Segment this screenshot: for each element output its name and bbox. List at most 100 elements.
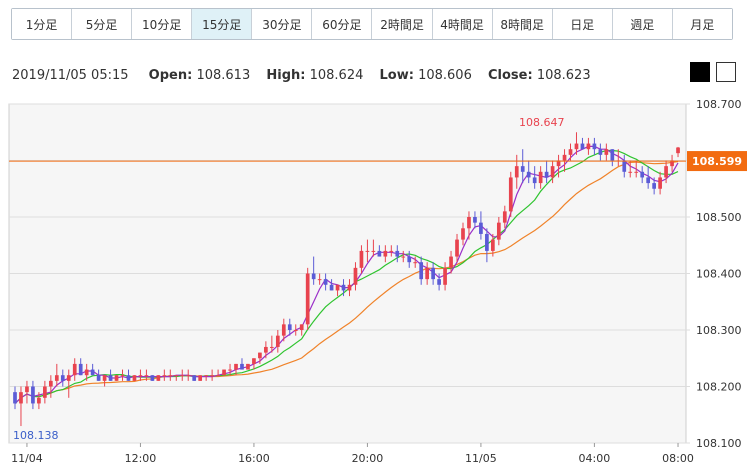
candle-body — [246, 363, 250, 370]
candle-body — [556, 160, 561, 167]
candle-body — [485, 233, 489, 251]
tab-monthly[interactable]: 月足 — [672, 9, 732, 39]
y-tick-label: 108.400 — [696, 268, 742, 281]
candle-body — [652, 183, 656, 189]
candle-body — [341, 284, 346, 291]
candle-body — [281, 324, 286, 336]
timeframe-tabs: 1分足 5分足 10分足 15分足 30分足 60分足 2時間足 4時間足 8時… — [11, 8, 733, 40]
low-label: Low: — [379, 68, 414, 83]
candle-body — [258, 352, 262, 359]
candle-body — [204, 375, 208, 377]
candle-body — [383, 250, 388, 257]
tab-8hour[interactable]: 8時間足 — [492, 9, 553, 39]
x-tick-label: 08:00 — [662, 452, 694, 465]
candle-body — [544, 171, 549, 178]
candle-body — [389, 250, 394, 252]
candle-body — [502, 211, 507, 223]
candle-body — [401, 256, 406, 258]
candle-body — [610, 149, 615, 161]
candle-body — [640, 171, 645, 178]
candle-body — [186, 375, 191, 377]
tab-1min[interactable]: 1分足 — [12, 9, 73, 39]
candle-body — [365, 250, 370, 252]
candle-body — [491, 239, 495, 251]
candle-body — [538, 171, 543, 184]
candle-body — [508, 177, 513, 212]
candle-body — [526, 171, 531, 178]
candle-body — [269, 346, 274, 348]
candle-body — [162, 375, 167, 377]
dark-theme-button[interactable] — [690, 62, 710, 82]
candle-body — [150, 375, 155, 381]
candle-body — [299, 324, 304, 330]
candle-body — [419, 262, 424, 280]
candle-body — [413, 262, 418, 264]
open-value: 108.613 — [196, 68, 251, 83]
ma-mid-line — [14, 149, 679, 404]
candle-body — [347, 284, 352, 291]
tab-5min[interactable]: 5分足 — [72, 9, 133, 39]
candle-body — [156, 375, 161, 381]
candle-body — [275, 335, 280, 347]
tab-weekly[interactable]: 週足 — [612, 9, 673, 39]
candle-body — [479, 222, 483, 234]
tab-2hour[interactable]: 2時間足 — [372, 9, 433, 39]
light-theme-button[interactable] — [716, 62, 736, 82]
tab-daily[interactable]: 日足 — [552, 9, 613, 39]
candle-body — [443, 267, 447, 285]
y-tick-label: 108.500 — [696, 211, 742, 224]
candle-body — [168, 375, 173, 377]
current-price-tag — [687, 151, 747, 172]
candle-body — [19, 392, 23, 404]
candle-body — [670, 160, 674, 167]
tab-4hour[interactable]: 4時間足 — [432, 9, 493, 39]
candle-body — [329, 284, 334, 291]
candle-body — [395, 250, 400, 257]
ohlc-timestamp: 2019/11/05 05:15 — [12, 68, 129, 83]
candle-body — [317, 279, 322, 281]
candle-body — [449, 256, 453, 268]
candle-body — [377, 250, 382, 257]
candle-body — [676, 147, 680, 154]
tab-60min[interactable]: 60分足 — [312, 9, 373, 39]
high-value: 108.624 — [309, 68, 364, 83]
close-label: Close: — [488, 68, 533, 83]
candle-body — [264, 346, 268, 353]
grid-lines — [9, 103, 690, 444]
candle-body — [604, 149, 609, 155]
x-tick-label: 11/04 — [11, 452, 43, 465]
open-label: Open: — [148, 68, 193, 83]
candle-body — [78, 363, 83, 376]
candle-body — [598, 149, 603, 155]
candle-body — [323, 279, 328, 285]
tab-15min[interactable]: 15分足 — [192, 9, 253, 39]
high-label: High: — [266, 68, 306, 83]
ohlc-info: 2019/11/05 05:15 Open: 108.613 High: 108… — [12, 68, 591, 83]
price-markers: 108.599 108.647 108.138 — [9, 116, 747, 442]
low-marker-label: 108.138 — [13, 429, 59, 442]
candle-body — [371, 250, 376, 252]
tab-30min[interactable]: 30分足 — [252, 9, 313, 39]
y-tick-label: 108.700 — [696, 98, 742, 111]
candle-body — [37, 397, 41, 404]
candle-body — [54, 375, 59, 381]
candle-body — [622, 160, 627, 172]
x-tick-label: 16:00 — [238, 452, 270, 465]
candle-body — [228, 369, 232, 371]
x-tick-label: 12:00 — [125, 452, 157, 465]
candle-body — [192, 375, 197, 381]
candle-body — [31, 386, 35, 404]
candle-body — [550, 166, 555, 178]
tab-10min[interactable]: 10分足 — [132, 9, 193, 39]
candle-body — [520, 166, 525, 172]
candle-body — [580, 143, 585, 150]
x-tick-label: 04:00 — [579, 452, 611, 465]
candle-body — [96, 375, 101, 381]
candle-body — [496, 222, 501, 240]
candle-body — [586, 143, 591, 150]
candle-body — [216, 375, 220, 377]
candle-body — [240, 363, 244, 370]
candle-body — [425, 267, 430, 280]
candle-body — [66, 375, 71, 381]
